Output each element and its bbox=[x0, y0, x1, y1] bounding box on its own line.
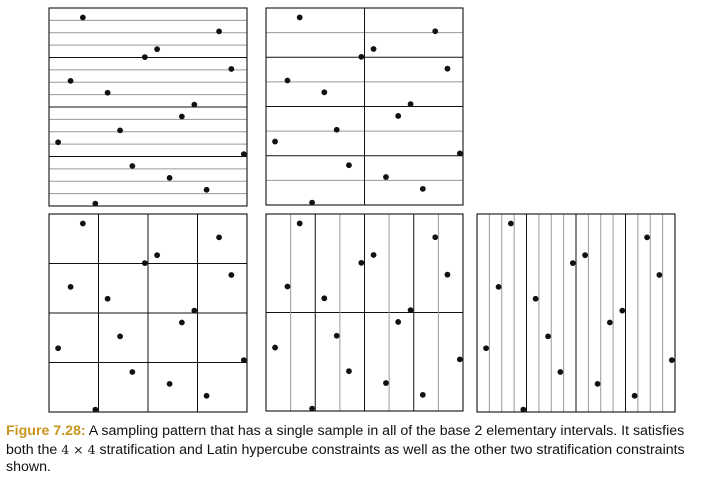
sample-point bbox=[606, 319, 613, 326]
panel-4x4-stratification bbox=[48, 213, 248, 413]
sample-point bbox=[67, 283, 74, 290]
sample-point bbox=[557, 369, 564, 375]
sample-point bbox=[104, 295, 111, 302]
sample-point bbox=[419, 185, 426, 192]
sample-point bbox=[178, 319, 185, 326]
sample-point bbox=[154, 46, 161, 53]
sample-point bbox=[296, 14, 303, 21]
caption-math: 4 × 4 bbox=[61, 441, 96, 457]
sample-point bbox=[141, 54, 148, 61]
sample-point bbox=[240, 357, 247, 364]
sample-point bbox=[395, 113, 402, 119]
sample-point bbox=[67, 77, 74, 84]
sample-point bbox=[532, 295, 539, 302]
sample-point bbox=[309, 199, 315, 206]
sample-point bbox=[370, 46, 377, 52]
sample-point bbox=[656, 272, 663, 278]
sample-point bbox=[92, 200, 99, 207]
sample-point bbox=[55, 345, 62, 352]
sample-point bbox=[129, 163, 136, 169]
sample-point bbox=[166, 174, 173, 181]
sample-point bbox=[631, 392, 638, 399]
panel-border bbox=[265, 7, 464, 206]
sample-point bbox=[191, 307, 198, 314]
sample-point bbox=[383, 380, 389, 386]
sample-point bbox=[569, 260, 576, 267]
sample-point bbox=[284, 283, 291, 290]
panel-2x8-stratification bbox=[265, 7, 464, 206]
sample-point bbox=[419, 391, 426, 398]
sample-point bbox=[619, 307, 626, 314]
panel-16x1-stratification bbox=[476, 213, 676, 413]
sample-point bbox=[104, 89, 111, 96]
sample-point bbox=[644, 234, 650, 241]
sample-point bbox=[79, 220, 86, 227]
sample-point bbox=[495, 283, 502, 290]
sample-point bbox=[321, 295, 328, 302]
figure-caption: Figure 7.28: A sampling pattern that has… bbox=[6, 423, 706, 477]
sample-point bbox=[346, 162, 352, 169]
sample-point bbox=[456, 150, 463, 157]
sample-point bbox=[507, 220, 514, 227]
sample-point bbox=[178, 113, 185, 120]
sample-point bbox=[272, 138, 278, 145]
panel-border bbox=[476, 213, 676, 413]
sample-point bbox=[333, 332, 340, 339]
sample-point bbox=[520, 406, 527, 413]
sample-point bbox=[456, 356, 463, 363]
sample-point bbox=[117, 127, 123, 134]
panel-1x16-stratification bbox=[48, 7, 248, 207]
sample-point bbox=[272, 344, 278, 351]
figure-svg bbox=[48, 7, 676, 413]
panel-border bbox=[48, 7, 248, 207]
sample-point bbox=[444, 65, 451, 72]
sample-point bbox=[216, 28, 222, 35]
sample-point bbox=[545, 333, 551, 340]
sample-point bbox=[333, 126, 340, 133]
sample-point bbox=[432, 234, 439, 241]
caption-text-1: A sampling pattern that has a single sam… bbox=[6, 423, 685, 458]
sample-point bbox=[129, 369, 136, 375]
sample-point bbox=[203, 186, 210, 193]
panel-8x2-stratification bbox=[265, 213, 464, 412]
sample-point bbox=[166, 380, 173, 387]
sample-point bbox=[582, 252, 589, 259]
sample-point bbox=[203, 392, 210, 399]
sample-point bbox=[154, 252, 161, 259]
sample-point bbox=[141, 260, 148, 267]
sample-point bbox=[117, 333, 123, 340]
sample-point bbox=[483, 345, 490, 352]
sample-point bbox=[370, 252, 377, 258]
panel-border bbox=[48, 213, 248, 413]
caption-text-2: stratification and Latin hypercube const… bbox=[6, 441, 685, 476]
sample-point bbox=[358, 53, 365, 60]
sample-point bbox=[395, 319, 402, 325]
sample-point bbox=[321, 89, 328, 96]
sample-point bbox=[407, 307, 414, 314]
sample-point bbox=[407, 101, 414, 108]
sample-point bbox=[594, 380, 601, 387]
sample-point bbox=[79, 14, 86, 21]
sample-point bbox=[228, 66, 235, 72]
figure-label: Figure 7.28: bbox=[6, 423, 86, 439]
sample-point bbox=[296, 220, 303, 227]
sample-point bbox=[346, 368, 352, 375]
sample-point bbox=[358, 259, 365, 266]
sample-point bbox=[92, 406, 99, 413]
sample-point bbox=[191, 101, 198, 108]
sample-point bbox=[55, 139, 62, 146]
sample-point bbox=[444, 271, 451, 278]
panel-border bbox=[265, 213, 464, 412]
sample-point bbox=[383, 174, 389, 180]
sample-point bbox=[228, 272, 235, 278]
sample-point bbox=[432, 28, 439, 35]
sample-point bbox=[216, 234, 222, 241]
sample-point bbox=[668, 357, 675, 364]
sample-point bbox=[309, 405, 315, 412]
figure-panels bbox=[48, 7, 676, 413]
sample-point bbox=[240, 151, 247, 158]
sample-point bbox=[284, 77, 291, 84]
